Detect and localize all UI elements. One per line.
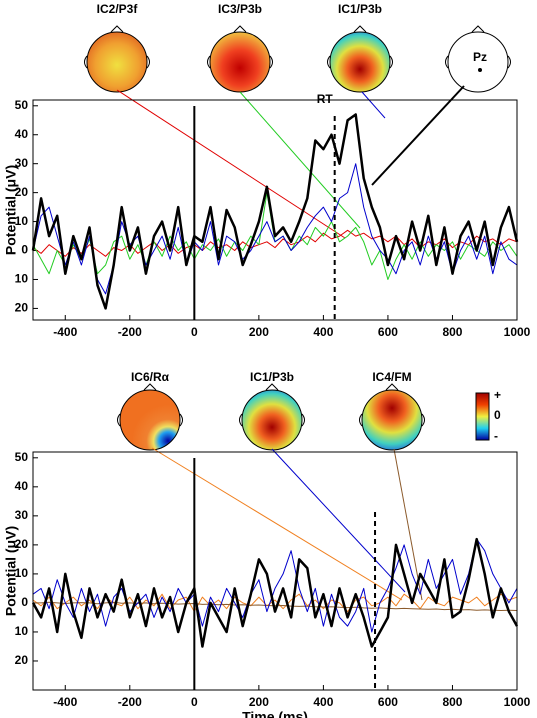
y-tick-label: 40 — [15, 479, 29, 493]
y-tick-label: 20 — [15, 537, 29, 551]
y-tick-label: 10 — [15, 624, 29, 638]
topomap — [327, 25, 393, 93]
topomap — [207, 25, 273, 93]
colorbar-label: + — [494, 388, 501, 402]
x-tick-label: 200 — [249, 695, 269, 709]
topomap — [359, 383, 425, 451]
colorbar — [475, 392, 490, 441]
colorbar-label: 0 — [494, 408, 501, 422]
map-title: IC1/P3b — [250, 370, 294, 384]
y-tick-label: 20 — [15, 653, 29, 667]
x-tick-label: 600 — [378, 695, 398, 709]
y-axis-label: Potential (μV) — [3, 165, 19, 255]
channel-label: Pz — [473, 50, 487, 64]
topomap — [84, 25, 150, 93]
x-tick-label: 800 — [442, 325, 462, 339]
head-maps — [84, 25, 511, 451]
x-tick-label: 800 — [442, 695, 462, 709]
x-axis-label: Time (ms) — [242, 709, 308, 718]
map-title: IC4/FM — [372, 370, 411, 384]
x-tick-label: 0 — [191, 695, 198, 709]
rt-label: RT — [317, 92, 334, 106]
y-tick-label: 20 — [15, 185, 29, 199]
y-tick-label: 0 — [21, 595, 28, 609]
channel-head — [445, 25, 511, 93]
x-tick-label: 600 — [378, 325, 398, 339]
x-tick-label: 1000 — [504, 695, 531, 709]
x-tick-label: 0 — [191, 325, 198, 339]
topomap — [117, 383, 183, 451]
y-tick-label: 50 — [15, 98, 29, 112]
x-tick-label: -400 — [53, 325, 77, 339]
x-tick-label: -200 — [118, 695, 142, 709]
map-title: IC6/Rα — [131, 370, 170, 384]
trace — [31, 113, 519, 310]
y-tick-label: 0 — [21, 243, 28, 257]
trace — [31, 537, 519, 648]
y-tick-label: 40 — [15, 127, 29, 141]
x-tick-label: 200 — [249, 325, 269, 339]
y-tick-label: 50 — [15, 450, 29, 464]
x-tick-label: -200 — [118, 325, 142, 339]
trace — [32, 538, 518, 633]
y-tick-label: 30 — [15, 508, 29, 522]
y-tick-label: 10 — [15, 214, 29, 228]
connectors — [116, 85, 465, 601]
map-title: IC2/P3f — [97, 2, 139, 16]
y-tick-label: 10 — [15, 566, 29, 580]
y-tick-label: 20 — [15, 301, 29, 315]
plot-frame — [32, 99, 518, 321]
x-tick-label: -400 — [53, 695, 77, 709]
topomap — [239, 383, 305, 451]
map-title: IC1/P3b — [338, 2, 382, 16]
x-tick-label: 400 — [313, 695, 333, 709]
y-tick-label: 10 — [15, 272, 29, 286]
colorbar-label: - — [494, 429, 498, 443]
y-axis-label: Potential (μV) — [3, 526, 19, 616]
x-tick-label: 400 — [313, 325, 333, 339]
map-title: IC3/P3b — [218, 2, 262, 16]
plot-frame — [32, 451, 518, 691]
y-tick-label: 30 — [15, 156, 29, 170]
x-tick-label: 1000 — [504, 325, 531, 339]
